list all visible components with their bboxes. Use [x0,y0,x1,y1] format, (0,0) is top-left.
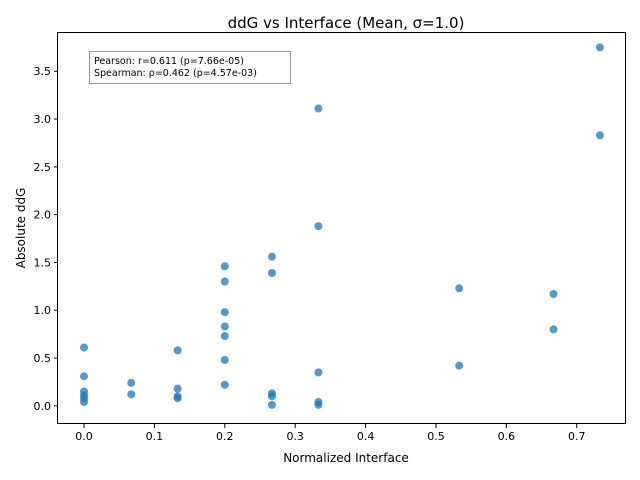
x-tick-label: 0.5 [427,430,445,443]
data-point [173,346,182,355]
y-tick-label: 3.5 [34,65,52,78]
x-tick-label: 0.4 [357,430,375,443]
data-point [314,368,323,377]
x-tick-label: 0.6 [498,430,516,443]
data-point [314,104,323,113]
data-point [314,400,323,409]
data-point [595,43,604,52]
y-tick-label: 2.0 [34,209,52,222]
data-point [220,332,229,341]
stats-spearman: Spearman: ρ=0.462 (p=4.57e-03) [94,68,257,79]
x-tick-label: 0.7 [568,430,586,443]
plot-frame [57,32,626,424]
data-point [80,398,89,407]
data-point [314,222,323,231]
y-axis-label: Absolute ddG [14,188,28,269]
y-tick-label: 1.0 [34,304,52,317]
stats-annotation-box [89,51,291,84]
stats-pearson: Pearson: r=0.611 (p=7.66e-05) [94,56,244,67]
data-point [549,289,558,298]
data-point [220,355,229,364]
data-point [595,131,604,140]
y-axis-ticks: 0.0 0.5 1.0 1.5 2.0 2.5 3.0 3.5 [34,65,58,413]
data-point [267,400,276,409]
data-point [173,384,182,393]
y-tick-label: 0.0 [34,400,52,413]
stats-annotation: Pearson: r=0.611 (p=7.66e-05) Spearman: … [89,51,291,84]
x-axis-label: Normalized Interface [283,451,409,465]
data-point [220,262,229,271]
data-point [267,252,276,261]
data-point [220,380,229,389]
x-tick-label: 0.3 [286,430,304,443]
x-tick-label: 0.2 [216,430,234,443]
data-point [80,343,89,352]
x-tick-label: 0.1 [146,430,164,443]
data-point [127,390,136,399]
data-point [220,277,229,286]
data-point [220,322,229,331]
plot-marks [80,43,604,409]
y-tick-label: 0.5 [34,352,52,365]
data-point [267,268,276,277]
x-tick-label: 0.0 [75,430,93,443]
y-tick-label: 3.0 [34,113,52,126]
y-tick-label: 2.5 [34,161,52,174]
data-point [455,284,464,293]
data-point [549,325,558,334]
data-point [80,372,89,381]
y-tick-label: 1.5 [34,256,52,269]
x-axis-ticks: 0.0 0.1 0.2 0.3 0.4 0.5 0.6 0.7 [75,424,585,443]
data-point [220,308,229,317]
data-point [455,361,464,370]
chart-title: ddG vs Interface (Mean, σ=1.0) [228,14,465,32]
data-point [127,378,136,387]
data-point [267,392,276,401]
data-point [173,394,182,403]
